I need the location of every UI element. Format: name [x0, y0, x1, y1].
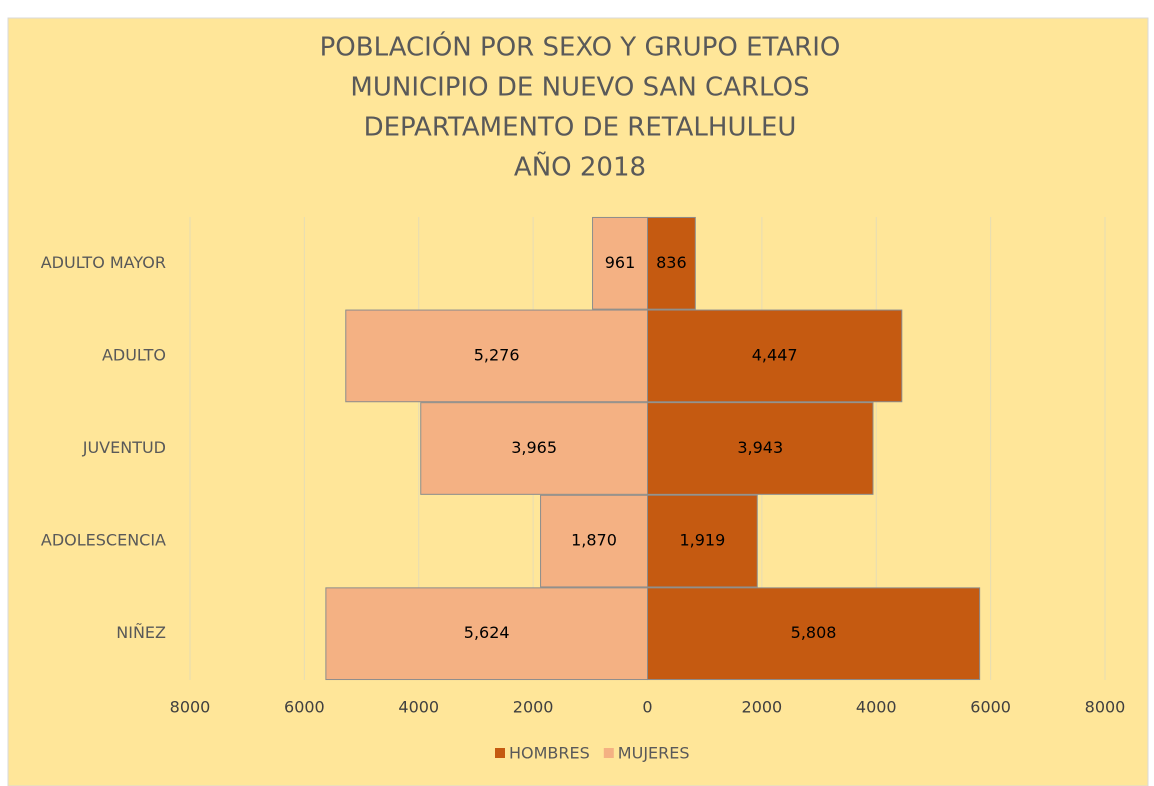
bar	[647, 587, 981, 681]
legend-swatch	[603, 748, 614, 758]
data-label: 1,919	[679, 531, 725, 550]
bar	[647, 494, 758, 588]
y-tick-label: ADOLESCENCIA	[41, 531, 166, 550]
bar	[345, 309, 648, 403]
chart-title: AÑO 2018	[514, 151, 646, 183]
data-label: 3,943	[737, 438, 783, 457]
data-label: 5,808	[791, 623, 837, 642]
chart-title: MUNICIPIO DE NUEVO SAN CARLOS	[350, 73, 809, 103]
x-tick-label: 8000	[170, 698, 211, 717]
bar	[647, 216, 696, 310]
bar	[420, 402, 648, 495]
bar	[592, 216, 648, 310]
chart-title: DEPARTAMENTO DE RETALHULEU	[364, 113, 797, 143]
data-label: 1,870	[571, 531, 617, 550]
y-tick-label: ADULTO MAYOR	[41, 253, 166, 272]
data-label: 5,624	[464, 623, 510, 642]
x-tick-label: 0	[642, 698, 652, 717]
y-tick-label: NIÑEZ	[116, 623, 166, 642]
data-label: 4,447	[752, 345, 798, 364]
data-label: 836	[656, 253, 687, 272]
bar	[647, 309, 903, 403]
x-tick-label: 6000	[284, 698, 325, 717]
bar	[647, 402, 874, 495]
x-tick-label: 6000	[970, 698, 1011, 717]
x-tick-label: 4000	[856, 698, 897, 717]
data-label: 961	[605, 253, 636, 272]
bar	[540, 494, 649, 588]
data-label: 5,276	[474, 345, 520, 364]
x-tick-label: 2000	[742, 698, 783, 717]
x-tick-label: 2000	[513, 698, 554, 717]
y-tick-label: JUVENTUD	[82, 438, 166, 457]
x-tick-label: 8000	[1085, 698, 1126, 717]
legend-label: HOMBRES	[509, 744, 590, 763]
x-tick-label: 4000	[398, 698, 439, 717]
legend-label: MUJERES	[618, 744, 690, 763]
data-label: 3,965	[511, 438, 557, 457]
legend-swatch	[495, 748, 505, 758]
bar	[325, 587, 648, 681]
chart-title: POBLACIÓN POR SEXO Y GRUPO ETARIO	[320, 31, 841, 63]
y-tick-label: ADULTO	[102, 345, 166, 364]
